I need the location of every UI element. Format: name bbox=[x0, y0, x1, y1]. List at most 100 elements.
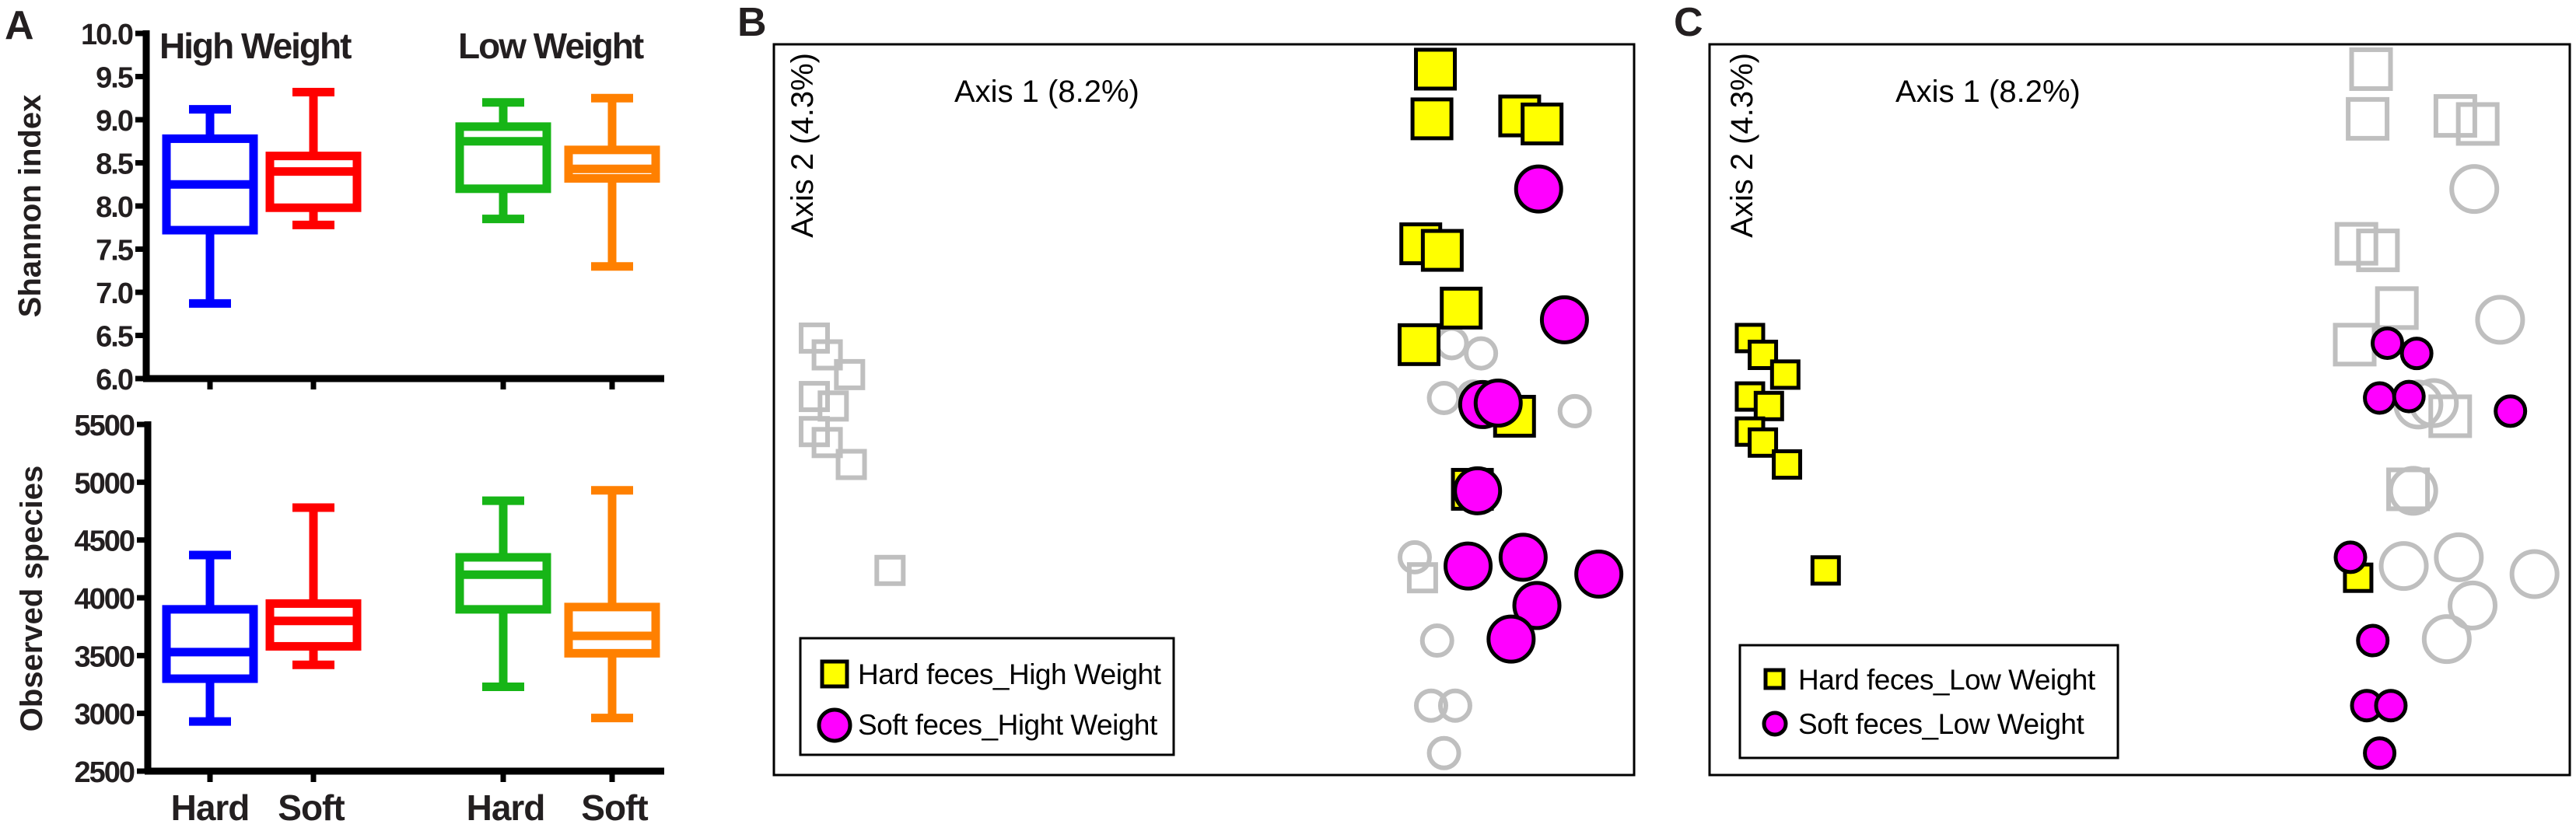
iqr-box bbox=[564, 145, 660, 183]
point-square-hl bbox=[811, 339, 843, 371]
point-square-hh bbox=[2375, 286, 2419, 330]
point-square-hl bbox=[1748, 427, 1779, 458]
x-axis-label: Axis 1 (8.2%) bbox=[954, 75, 1139, 109]
y-tick-label: 5500 bbox=[74, 410, 134, 442]
point-circle-sh bbox=[1574, 550, 1624, 599]
y-tick-label: 6.5 bbox=[96, 321, 134, 354]
point-circle-sl bbox=[2363, 736, 2397, 770]
point-square-hh bbox=[2428, 394, 2473, 438]
iqr-box bbox=[265, 152, 362, 212]
y-tick-label: 3000 bbox=[74, 699, 134, 731]
point-circle-sl bbox=[2333, 540, 2368, 574]
legend-square-marker bbox=[1763, 668, 1786, 690]
point-circle-sh bbox=[2421, 614, 2472, 665]
panel-a: A High Weight Low Weight Shannon index O… bbox=[5, 3, 664, 828]
y-tick-label: 3500 bbox=[74, 641, 134, 673]
box-low-weight-soft bbox=[564, 93, 660, 271]
point-circle-sl bbox=[1413, 688, 1448, 723]
y-axis-label-observed: Observed species bbox=[15, 466, 49, 731]
point-square-hh bbox=[2455, 102, 2500, 146]
point-square-hl bbox=[1753, 390, 1784, 421]
x-category-label: Hard bbox=[171, 787, 250, 828]
legend-frame bbox=[799, 637, 1175, 756]
point-square-hh bbox=[2433, 94, 2477, 138]
point-square-hh bbox=[2346, 96, 2390, 141]
point-circle-sh bbox=[1539, 295, 1589, 344]
y-tick-label: 4000 bbox=[74, 583, 134, 616]
point-circle-sh bbox=[1444, 541, 1493, 591]
point-square-hh bbox=[1440, 286, 1483, 330]
panel-b: B Axis 1 (8.2%) Axis 2 (4.3%) Hard feces… bbox=[737, 0, 1636, 777]
iqr-box bbox=[564, 602, 660, 658]
y-tick-label: 6.0 bbox=[96, 364, 133, 396]
iqr-box bbox=[162, 605, 258, 683]
box-low-weight-hard bbox=[455, 496, 551, 691]
box-low-weight-hard bbox=[455, 98, 551, 224]
y-tick-label: 9.0 bbox=[96, 105, 133, 138]
panel-letter-c: C bbox=[1674, 0, 1703, 45]
legend-label: Soft feces_Hight Weight bbox=[858, 709, 1158, 741]
point-circle-sl bbox=[2371, 326, 2405, 360]
point-circle-sh bbox=[2509, 549, 2560, 599]
point-circle-sh bbox=[1498, 532, 1548, 582]
legend-square-marker bbox=[820, 659, 849, 689]
point-square-hl bbox=[1769, 359, 1801, 390]
point-square-hh bbox=[1420, 229, 1464, 272]
y-tick-label: 8.0 bbox=[96, 191, 133, 224]
point-circle-sl bbox=[2392, 379, 2426, 414]
point-circle-sl bbox=[2494, 394, 2528, 428]
point-circle-sl bbox=[1557, 393, 1592, 428]
y-axis-label-shannon: Shannon index bbox=[13, 95, 47, 318]
legend-label: Hard feces_Low Weight bbox=[1798, 664, 2096, 696]
group-title-high-weight: High Weight bbox=[159, 26, 352, 66]
point-circle-sh bbox=[1512, 581, 1562, 630]
panel-letter-a: A bbox=[5, 3, 34, 48]
pcoa-points-b bbox=[798, 47, 1624, 770]
point-circle-sl bbox=[1437, 688, 1472, 723]
point-square-hl bbox=[1406, 562, 1438, 594]
iqr-box bbox=[455, 122, 551, 194]
iqr-box bbox=[455, 553, 551, 614]
point-square-hl bbox=[811, 427, 843, 459]
x-category-label: Hard bbox=[467, 787, 545, 828]
point-square-hh bbox=[1414, 47, 1458, 91]
legend-frame bbox=[1738, 644, 2119, 759]
point-circle-sh bbox=[2475, 295, 2525, 345]
point-square-hl bbox=[1810, 555, 1841, 586]
box-low-weight-soft bbox=[564, 486, 660, 723]
point-square-hl bbox=[874, 554, 906, 586]
observed-species-boxplot: 2500 3000 3500 4000 4500 5000 5500 bbox=[74, 410, 664, 789]
point-circle-sl bbox=[1426, 735, 1461, 770]
y-tick-label: 7.0 bbox=[96, 278, 133, 310]
point-square-hh bbox=[2356, 229, 2400, 273]
point-circle-sh bbox=[1486, 614, 1536, 664]
box-high-weight-soft bbox=[265, 87, 362, 229]
panel-letter-b: B bbox=[737, 0, 767, 45]
y-tick-label: 7.5 bbox=[96, 235, 134, 267]
point-circle-sh bbox=[2449, 164, 2500, 215]
shannon-boxplot: 6.0 6.5 7.0 7.5 8.0 8.5 9.0 9.5 10.0 bbox=[81, 19, 664, 396]
y-axis-label: Axis 2 (4.3%) bbox=[786, 53, 820, 238]
x-axis-label: Axis 1 (8.2%) bbox=[1895, 75, 2081, 109]
point-circle-sl bbox=[2374, 689, 2408, 723]
y-tick-label: 4500 bbox=[74, 525, 134, 558]
panel-c: C Axis 1 (8.2%) Axis 2 (4.3%) Hard feces… bbox=[1674, 0, 2571, 777]
legend-circle-marker bbox=[817, 707, 852, 743]
point-square-hh bbox=[1521, 102, 1564, 145]
point-square-hh bbox=[1398, 323, 1440, 366]
point-square-hh bbox=[1410, 97, 1454, 141]
legend-circle-marker bbox=[1762, 711, 1788, 737]
y-tick-label: 10.0 bbox=[81, 19, 133, 51]
group-title-low-weight: Low Weight bbox=[458, 26, 644, 66]
legend: Hard feces_High Weight Soft feces_Hight … bbox=[799, 637, 1175, 756]
y-axis-label: Axis 2 (4.3%) bbox=[1725, 53, 1759, 238]
y-tick-label: 8.5 bbox=[96, 148, 134, 181]
point-circle-sh bbox=[2378, 541, 2429, 592]
point-circle-sh bbox=[1453, 466, 1503, 515]
y-tick-label: 5000 bbox=[74, 467, 134, 500]
legend: Hard feces_Low Weight Soft feces_Low Wei… bbox=[1738, 644, 2119, 759]
point-square-hl bbox=[834, 358, 866, 390]
point-circle-sl bbox=[1464, 336, 1499, 371]
point-circle-sl bbox=[2356, 623, 2390, 658]
